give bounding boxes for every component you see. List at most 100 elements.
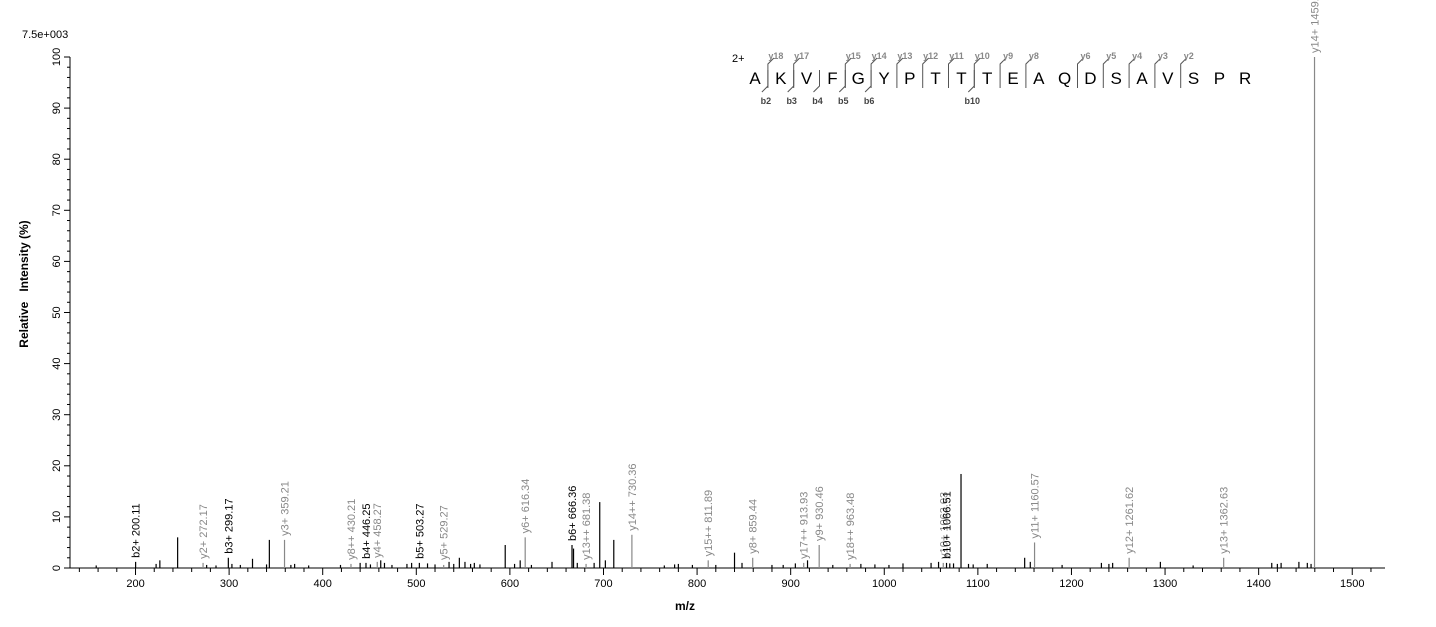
- b-ion-label: b2: [761, 96, 772, 106]
- sequence-residue: Q: [1058, 69, 1071, 88]
- b-ion-bracket: [813, 70, 820, 93]
- sequence-residue: P: [904, 69, 915, 88]
- x-tick-label: 1200: [1059, 578, 1083, 590]
- y-ion-bracket: [1025, 57, 1033, 88]
- y-ion-label: y3: [1158, 51, 1168, 61]
- sequence-residue: K: [775, 69, 787, 88]
- peak-label-y-ion: y9+ 930.46: [814, 486, 826, 541]
- y-tick-label: 60: [51, 255, 63, 267]
- y-axis-title: Relative Intensity (%): [17, 220, 31, 347]
- y-tick-label: 30: [51, 409, 63, 421]
- y-tick-label: 70: [51, 204, 63, 216]
- y-ion-label: y9: [1003, 51, 1013, 61]
- y-ion-label: y11: [949, 51, 964, 61]
- y-ion-bracket: [999, 57, 1007, 88]
- x-tick-label: 800: [688, 578, 706, 590]
- y-ion-label: y17: [794, 51, 809, 61]
- y-tick-label: 40: [51, 357, 63, 369]
- b-ion-label: b5: [838, 96, 849, 106]
- sequence-residue: Y: [878, 69, 889, 88]
- x-tick-label: 900: [781, 578, 799, 590]
- b-ion-label: b10: [965, 96, 981, 106]
- sequence-residue: A: [1136, 69, 1148, 88]
- b-ion-bracket: [761, 70, 769, 93]
- peak-label-y-ion: y13++ 681.38: [581, 493, 593, 560]
- y-ion-label: y14: [872, 51, 887, 61]
- b-ion-bracket: [864, 70, 872, 93]
- y-ion-bracket: [1180, 57, 1188, 88]
- peak-label-b-ion: b3+ 299.17: [223, 498, 235, 553]
- sequence-residue: S: [1111, 69, 1122, 88]
- y-tick-label: 50: [51, 306, 63, 318]
- peak-label-y-ion: y12+ 1261.62: [1124, 487, 1136, 554]
- peak-label-y-ion: y4+ 458.27: [372, 503, 384, 558]
- y-ion-label: y2: [1184, 51, 1194, 61]
- peak-label-b-ion: b2+ 200.11: [131, 503, 143, 558]
- peak-label-b-ion: b5+ 503.27: [414, 504, 426, 559]
- b-ion-bracket: [787, 70, 795, 93]
- x-tick-label: 1100: [966, 578, 990, 590]
- peak-label-y-ion: y6+ 616.34: [520, 479, 532, 534]
- peak-label-y-ion: y3+ 359.21: [280, 481, 292, 536]
- peak-label-y-ion: y10+ 1063.03: [938, 492, 950, 559]
- sequence-residue: A: [1033, 69, 1045, 88]
- peak-label-y-ion: y2+ 272.17: [198, 504, 210, 559]
- x-tick-label: 1500: [1340, 578, 1364, 590]
- intensity-scale-label: 7.5e+003: [22, 29, 68, 41]
- sequence-residue: G: [852, 69, 865, 88]
- x-tick-label: 400: [314, 578, 332, 590]
- y-ion-bracket: [767, 57, 775, 88]
- y-ion-label: y10: [975, 51, 990, 61]
- peaks: [95, 57, 1316, 568]
- b-ion-label: b3: [786, 96, 797, 106]
- b-ion-bracket: [838, 70, 846, 93]
- y-ion-label: y18: [768, 51, 783, 61]
- b-ion-label: b6: [864, 96, 875, 106]
- x-tick-label: 1000: [872, 578, 896, 590]
- y-tick-label: 100: [51, 48, 63, 66]
- y-ion-label: y5: [1106, 51, 1116, 61]
- peak-label-y-ion: y18++ 963.48: [845, 493, 857, 560]
- peak-label-y-ion: y5+ 529.27: [439, 505, 451, 560]
- axes: 200 300 400 500 600 700 800 900 1000 1100 1200 1300…: [51, 48, 1385, 590]
- peak-label-y-ion: y13+ 1362.63: [1219, 487, 1231, 554]
- peak-label-b-ion: b6+ 666.36: [567, 486, 579, 541]
- sequence-residue: P: [1214, 69, 1225, 88]
- sequence-residue: A: [749, 69, 761, 88]
- peak-label-b-ion: b4+ 446.25: [361, 504, 373, 559]
- peak-label-y-ion: y14+ 1459.70: [1310, 0, 1322, 53]
- peak-label-y-ion: y15++ 811.89: [703, 490, 715, 556]
- b-ion-label: b4: [812, 96, 823, 106]
- peak-label-y-ion: y8++ 430.21: [346, 499, 358, 560]
- y-ion-bracket: [1077, 57, 1084, 88]
- y-ion-bracket: [793, 57, 801, 88]
- y-tick-label: 0: [51, 565, 63, 571]
- peak-label-y-ion: y11+ 1160.57: [1030, 473, 1042, 538]
- sequence-residue: E: [1007, 69, 1018, 88]
- x-tick-label: 700: [594, 578, 612, 590]
- x-tick-label: 600: [501, 578, 519, 590]
- y-ion-bracket: [973, 57, 981, 88]
- charge-state: 2+: [732, 53, 745, 65]
- x-tick-label: 1400: [1246, 578, 1270, 590]
- y-tick-label: 90: [51, 102, 63, 114]
- b-ion-bracket: [967, 70, 975, 93]
- peak-label-y-ion: y14++ 730.36: [627, 463, 639, 530]
- y-ion-bracket: [948, 57, 955, 88]
- y-tick-label: 10: [51, 511, 63, 523]
- sequence-residue: T: [930, 69, 940, 88]
- sequence-residue: F: [827, 69, 837, 88]
- sequence-residue: T: [982, 69, 992, 88]
- y-ion-bracket: [1154, 57, 1162, 88]
- y-ion-bracket: [1128, 57, 1136, 88]
- y-ion-bracket: [870, 57, 878, 88]
- y-tick-label: 20: [51, 460, 63, 472]
- sequence-residue: V: [801, 69, 813, 88]
- y-ion-bracket: [844, 57, 852, 88]
- x-tick-label: 1300: [1153, 578, 1177, 590]
- y-ion-label: y13: [897, 51, 912, 61]
- peak-label-y-ion: y17++ 913.93: [799, 492, 811, 559]
- y-ion-bracket: [896, 57, 904, 88]
- y-tick-label: 80: [51, 153, 63, 165]
